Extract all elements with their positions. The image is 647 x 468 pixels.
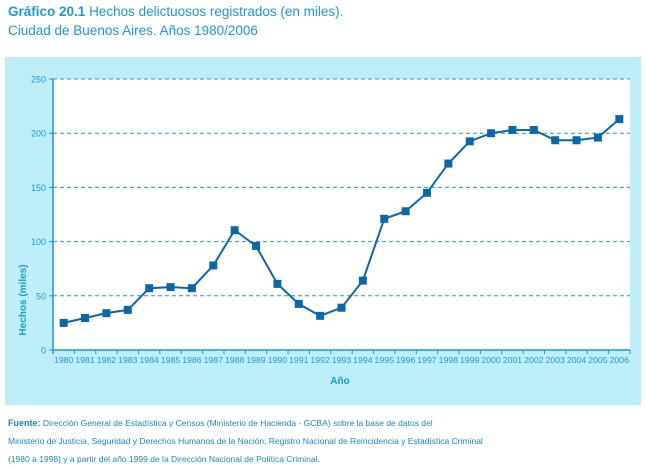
x-tick-label: 1988 bbox=[225, 356, 245, 365]
x-tick-label: 2003 bbox=[546, 356, 566, 365]
x-tick-label: 1983 bbox=[118, 356, 138, 365]
x-tick-label: 1993 bbox=[332, 356, 352, 365]
y-tick-label: 0 bbox=[41, 346, 46, 356]
data-point-marker bbox=[358, 276, 367, 285]
x-tick-label: 1980 bbox=[54, 356, 74, 365]
x-tick-label: 1995 bbox=[375, 356, 395, 365]
y-axis-label: Hechos (miles) bbox=[18, 264, 29, 335]
x-tick-label: 1997 bbox=[417, 356, 437, 365]
data-point-marker bbox=[252, 241, 261, 250]
x-tick-label: 1996 bbox=[396, 356, 416, 365]
x-tick-label: 1989 bbox=[246, 356, 266, 365]
x-tick-label: 2001 bbox=[503, 356, 523, 365]
x-tick-label: 2004 bbox=[567, 356, 587, 365]
x-tick-label: 1987 bbox=[204, 356, 224, 365]
data-point-marker bbox=[487, 129, 496, 138]
x-tick-label: 1994 bbox=[353, 356, 373, 365]
x-tick-label: 1990 bbox=[268, 356, 288, 365]
data-point-marker bbox=[273, 279, 282, 288]
y-tick-label: 50 bbox=[36, 291, 46, 301]
x-tick-label: 1982 bbox=[97, 356, 117, 365]
data-point-marker bbox=[529, 125, 538, 134]
x-tick-label: 1985 bbox=[161, 356, 181, 365]
chart-title: Gráfico 20.1 Hechos delictuosos registra… bbox=[8, 2, 343, 40]
chart-number: Gráfico 20.1 bbox=[8, 4, 86, 19]
source-line-3: (1980 a 1998) y a partir del año 1999 de… bbox=[8, 454, 320, 464]
chart-subtitle: Ciudad de Buenos Aires. Años 1980/2006 bbox=[8, 23, 258, 38]
x-tick-label: 1992 bbox=[310, 356, 330, 365]
x-tick-label: 1998 bbox=[439, 356, 459, 365]
source-label: Fuente: bbox=[8, 418, 41, 428]
x-axis-label: Año bbox=[330, 376, 349, 387]
x-tick-label: 1999 bbox=[460, 356, 480, 365]
x-tick-label: 2005 bbox=[588, 356, 608, 365]
data-point-marker bbox=[145, 284, 154, 293]
chart-title-text: Hechos delictuosos registrados (en miles… bbox=[89, 4, 344, 19]
y-tick-label: 150 bbox=[31, 183, 46, 193]
data-point-marker bbox=[572, 136, 581, 145]
data-point-marker bbox=[81, 314, 90, 323]
data-point-marker bbox=[187, 284, 196, 293]
x-tick-label: 1981 bbox=[75, 356, 95, 365]
data-point-marker bbox=[615, 115, 624, 124]
data-point-marker bbox=[337, 303, 346, 312]
y-tick-label: 100 bbox=[31, 237, 46, 247]
data-point-marker bbox=[422, 188, 431, 197]
data-point-marker bbox=[294, 299, 303, 308]
y-tick-label: 200 bbox=[31, 129, 46, 139]
y-tick-labels: 0 50 100 150 200 250 bbox=[31, 75, 46, 356]
x-tick-label: 1991 bbox=[289, 356, 309, 365]
x-tick-label: 2000 bbox=[481, 356, 501, 365]
y-tick-label: 250 bbox=[31, 75, 46, 85]
data-point-marker bbox=[230, 226, 239, 235]
data-point-marker bbox=[166, 283, 175, 292]
data-point-marker bbox=[444, 159, 453, 168]
x-tick-label: 2002 bbox=[524, 356, 544, 365]
data-point-marker bbox=[401, 207, 410, 216]
data-point-marker bbox=[508, 125, 517, 134]
source-note: Fuente: Dirección General de Estadística… bbox=[8, 414, 483, 468]
x-tick-label: 1984 bbox=[139, 356, 159, 365]
data-point-marker bbox=[380, 214, 389, 223]
data-point-marker bbox=[465, 137, 474, 146]
x-tick-labels: 1980 1981 1982 1983 1984 1985 1986 1987 1988 1989… bbox=[54, 356, 630, 365]
data-point-marker bbox=[551, 136, 560, 145]
data-point-marker bbox=[209, 261, 218, 270]
source-line-2: Ministerio de Justicia, Seguridad y Dere… bbox=[8, 436, 483, 446]
axes bbox=[49, 78, 631, 354]
data-point-marker bbox=[102, 309, 111, 318]
source-line-1: Dirección General de Estadística y Censo… bbox=[42, 418, 433, 428]
data-point-marker bbox=[59, 318, 68, 327]
gridlines bbox=[53, 78, 630, 297]
series-line bbox=[59, 115, 624, 327]
data-point-marker bbox=[123, 305, 132, 314]
data-point-marker bbox=[316, 311, 325, 320]
x-tick-label: 2006 bbox=[610, 356, 630, 365]
data-point-marker bbox=[593, 133, 602, 142]
x-tick-label: 1986 bbox=[182, 356, 202, 365]
